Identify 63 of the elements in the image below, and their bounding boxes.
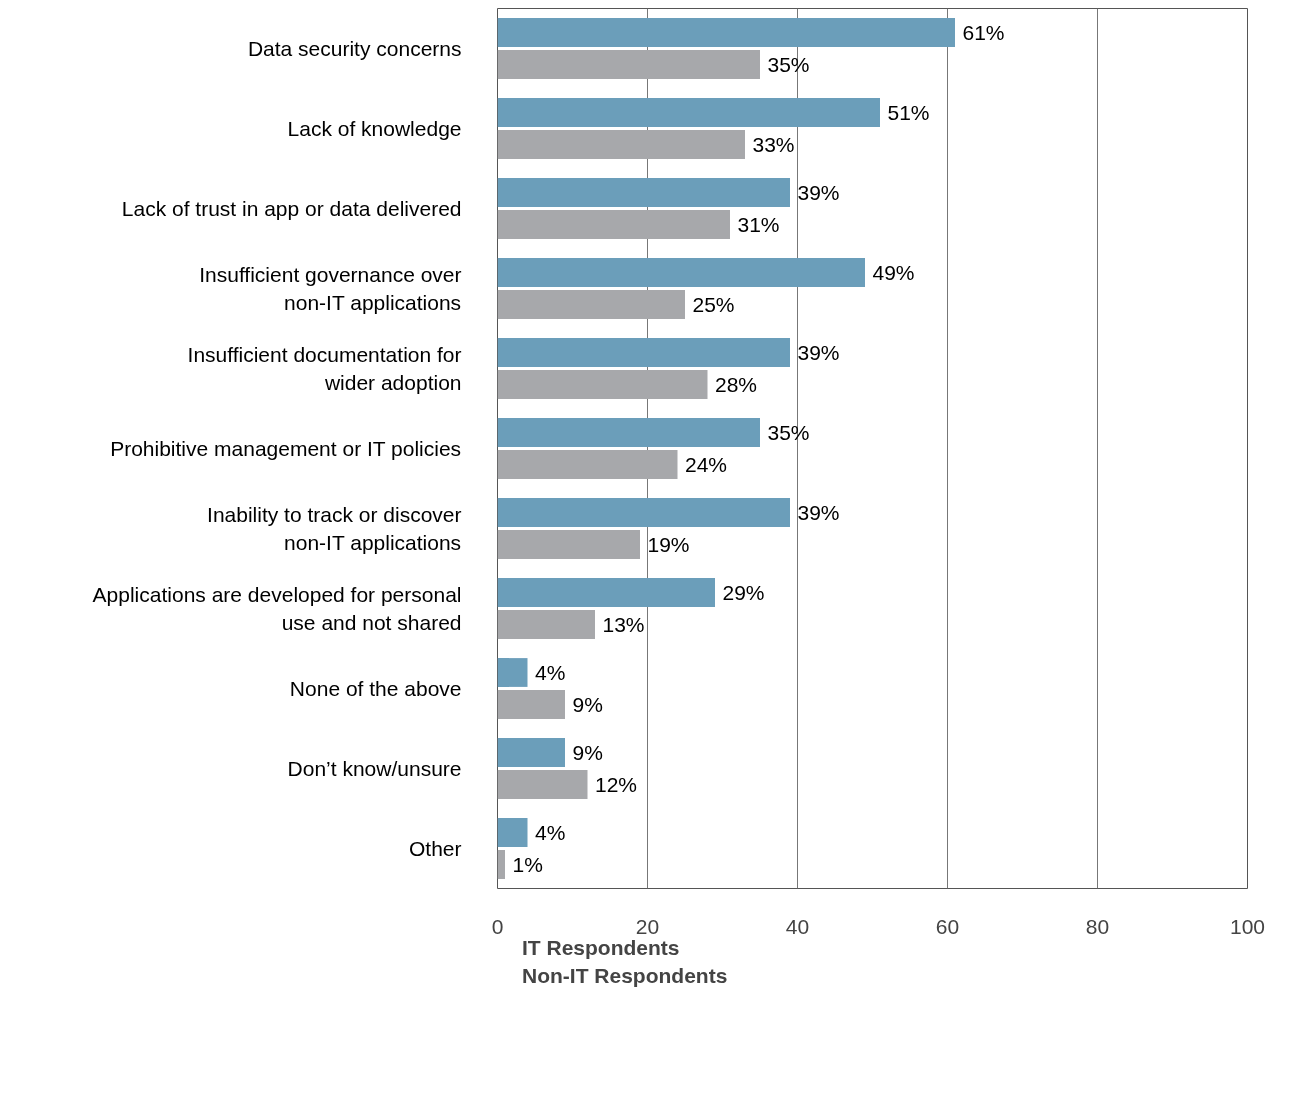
data-label: 39% [797,341,840,364]
data-label: 35% [767,53,810,76]
data-label: 12% [595,773,638,796]
data-label: 33% [752,133,795,156]
bar [497,98,880,127]
bar [497,290,685,319]
bar [497,498,790,527]
x-tick-label: 20 [635,914,660,938]
data-label: 1% [512,853,543,876]
data-label: 28% [715,373,758,396]
bar [497,658,528,687]
y-tick-label: None of the above [289,677,462,700]
y-tick-label: Insufficient governance over non-IT applications [199,263,462,314]
data-label: 9% [572,741,603,764]
y-tick-label: Prohibitive management or IT policies [110,437,462,460]
data-label: 25% [692,293,735,316]
y-tick-label: Don’t know/unsure [287,757,462,780]
bar [497,850,505,879]
data-label: 39% [797,181,840,204]
data-label: 13% [602,613,645,636]
bar [497,530,640,559]
data-label: 24% [685,453,728,476]
x-tick-label: 0 [491,914,504,938]
y-tick-label: Lack of knowledge [287,117,462,140]
y-tick-label: Other [408,837,462,860]
bar [497,130,745,159]
bar [497,210,730,239]
data-label: 19% [647,533,690,556]
x-tick-label: 80 [1085,914,1110,938]
data-label: 9% [572,693,603,716]
y-tick-label: Data security concerns [247,37,462,60]
data-label: 35% [767,421,810,444]
data-label: 39% [797,501,840,524]
data-label: 29% [722,581,765,604]
bar [497,338,790,367]
data-label: 31% [737,213,780,236]
y-tick-label: Insufficient documentation for wider adoption [187,343,462,394]
x-tick-label: 100 [1229,914,1266,938]
text: Non-IT Respondents [522,964,728,988]
bar [497,418,760,447]
bar [497,738,565,767]
bar [497,818,528,847]
bar [497,578,715,607]
data-label: 49% [872,261,915,284]
x-tick-label: 60 [935,914,960,938]
text: IT Respondents [522,936,680,960]
y-tick-label: Applications are developed for personal use and not shared [92,583,462,634]
data-label: 4% [535,821,566,844]
bar [497,370,708,399]
bar [497,770,588,799]
x-tick-label: 40 [785,914,810,938]
bar [497,450,678,479]
bar [497,258,865,287]
bar [497,690,565,719]
data-label: 61% [962,21,1005,44]
y-tick-label: Lack of trust in app or data delivered [121,197,462,220]
bar [497,610,595,639]
bar [497,18,955,47]
data-label: 4% [535,661,566,684]
data-label: 51% [887,101,930,124]
y-tick-label: Inability to track or discover non-IT applications [207,503,462,554]
bar [497,50,760,79]
bar [497,178,790,207]
